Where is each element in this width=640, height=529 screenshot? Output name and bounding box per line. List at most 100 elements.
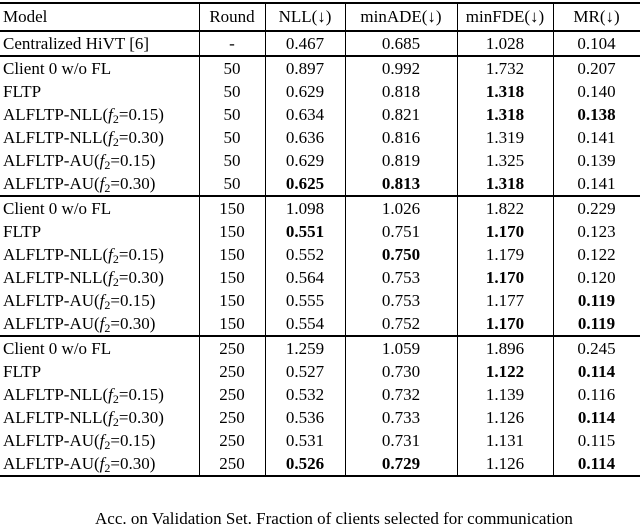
model-label-part: 2 (112, 391, 119, 406)
model-cell: ALFLTP-NLL(f2=0.15) (0, 103, 199, 126)
metric-cell: 1.059 (344, 335, 457, 360)
metric-cell: 0.636 (264, 126, 345, 149)
metric-cell: 1.732 (456, 55, 553, 80)
model-label-part: =0.30) (118, 127, 164, 147)
metric-cell: 1.319 (456, 126, 553, 149)
round-cell: 150 (198, 195, 265, 220)
model-label-part: =0.15) (118, 104, 164, 124)
model-cell: ALFLTP-AU(f2=0.30) (0, 172, 199, 196)
metric-cell: 1.131 (456, 429, 553, 452)
table-row: ALFLTP-NLL(f2=0.15) 250 0.532 0.732 1.139 0.1… (0, 383, 640, 406)
metric-cell: 0.816 (344, 126, 457, 149)
table-row: ALFLTP-NLL(f2=0.30) 150 0.564 0.753 1.170 0.1… (0, 266, 640, 289)
model-label-part: ALFLTP-AU( (3, 150, 100, 170)
metric-cell: 0.733 (344, 406, 457, 429)
metric-cell: 1.122 (456, 360, 553, 383)
metric-cell: 0.526 (264, 452, 345, 476)
metric-cell: 0.819 (344, 149, 457, 172)
model-label-part: 2 (104, 157, 111, 172)
table-row: Client 0 w/o FL 250 1.259 1.059 1.896 0.245 (0, 335, 640, 360)
metric-cell: 0.564 (264, 266, 345, 289)
table-caption: Acc. on Validation Set. Fraction of clie… (95, 509, 573, 528)
metric-cell: 0.120 (552, 266, 640, 289)
model-label-part: =0.30) (110, 313, 156, 333)
round-cell: 50 (198, 80, 265, 103)
model-label-part: f (99, 150, 105, 170)
round-cell: 150 (198, 243, 265, 266)
metric-cell: 0.141 (552, 126, 640, 149)
metric-cell: 1.139 (456, 383, 553, 406)
metric-cell: 1.170 (456, 266, 553, 289)
table-header: Model Round NLL(↓) minADE(↓) minFDE(↓) MR(↓) (0, 3, 640, 31)
results-table: Model Round NLL(↓) minADE(↓) minFDE(↓) MR(↓) … (0, 2, 640, 477)
model-cell: ALFLTP-NLL(f2=0.15) (0, 383, 199, 406)
model-label-part: 2 (112, 111, 119, 126)
model-label-part: 2 (104, 320, 111, 335)
metric-cell: 0.897 (264, 55, 345, 80)
model-label-part: ALFLTP-AU( (3, 290, 100, 310)
metric-cell: 0.122 (552, 243, 640, 266)
model-label-part: f (99, 173, 105, 193)
model-label-part: ALFLTP-AU( (3, 453, 100, 473)
metric-cell: 0.555 (264, 289, 345, 312)
metric-cell: 0.731 (344, 429, 457, 452)
round-cell: 150 (198, 289, 265, 312)
model-cell: FLTP (0, 80, 199, 103)
metric-cell: 0.114 (552, 406, 640, 429)
column-header-4: minFDE(↓) (456, 3, 553, 31)
round-cell: 250 (198, 406, 265, 429)
model-label-part: =0.30) (118, 407, 164, 427)
model-label-part: Client 0 w/o FL (3, 58, 112, 78)
column-header-2: NLL(↓) (264, 3, 345, 31)
model-label-part: 2 (112, 414, 119, 429)
model-label-part: ALFLTP-NLL( (3, 244, 109, 264)
model-label-part: f (99, 313, 105, 333)
metric-cell: 0.139 (552, 149, 640, 172)
table-row: ALFLTP-NLL(f2=0.15) 50 0.634 0.821 1.318 0.13… (0, 103, 640, 126)
metric-cell: 0.554 (264, 312, 345, 336)
round-cell: 50 (198, 172, 265, 196)
metric-cell: 0.536 (264, 406, 345, 429)
table-row: ALFLTP-AU(f2=0.15) 150 0.555 0.753 1.177 0.11… (0, 289, 640, 312)
model-label-part: f (99, 453, 105, 473)
table-row: ALFLTP-AU(f2=0.30) 150 0.554 0.752 1.170 0.11… (0, 312, 640, 336)
model-label-part: f (108, 104, 113, 124)
metric-cell: 0.551 (264, 220, 345, 243)
model-label-part: ALFLTP-AU( (3, 313, 100, 333)
model-label-part: 2 (104, 437, 111, 452)
metric-cell: 0.634 (264, 103, 345, 126)
model-label-part: FLTP (3, 361, 42, 381)
round-cell: 150 (198, 266, 265, 289)
model-label-part: 2 (104, 297, 111, 312)
metric-cell: 0.552 (264, 243, 345, 266)
metric-cell: 0.625 (264, 172, 345, 196)
metric-cell: 0.532 (264, 383, 345, 406)
metric-cell: 0.685 (344, 31, 457, 56)
model-cell: Client 0 w/o FL (0, 55, 199, 80)
metric-cell: 1.318 (456, 103, 553, 126)
model-label-part: 2 (112, 274, 119, 289)
metric-cell: 0.140 (552, 80, 640, 103)
metric-cell: 0.527 (264, 360, 345, 383)
metric-cell: 0.732 (344, 383, 457, 406)
header-row: Model Round NLL(↓) minADE(↓) minFDE(↓) MR(↓) (0, 3, 640, 31)
model-cell: FLTP (0, 360, 199, 383)
model-cell: ALFLTP-NLL(f2=0.30) (0, 266, 199, 289)
table-row: Client 0 w/o FL 150 1.098 1.026 1.822 0.229 (0, 195, 640, 220)
model-label-part: f (108, 384, 113, 404)
metric-cell: 1.126 (456, 406, 553, 429)
model-label-part: =0.15) (118, 244, 164, 264)
round-cell: 250 (198, 335, 265, 360)
metric-cell: 0.752 (344, 312, 457, 336)
model-cell: Centralized HiVT [6] (0, 31, 199, 56)
table-row: FLTP 50 0.629 0.818 1.318 0.140 (0, 80, 640, 103)
model-cell: FLTP (0, 220, 199, 243)
metric-cell: 0.116 (552, 383, 640, 406)
metric-cell: 1.098 (264, 195, 345, 220)
model-label-part: FLTP (3, 221, 42, 241)
table-row: ALFLTP-NLL(f2=0.30) 250 0.536 0.733 1.126 0.1… (0, 406, 640, 429)
metric-cell: 0.992 (344, 55, 457, 80)
metric-cell: 0.207 (552, 55, 640, 80)
metric-cell: 1.896 (456, 335, 553, 360)
model-cell: ALFLTP-AU(f2=0.15) (0, 289, 199, 312)
